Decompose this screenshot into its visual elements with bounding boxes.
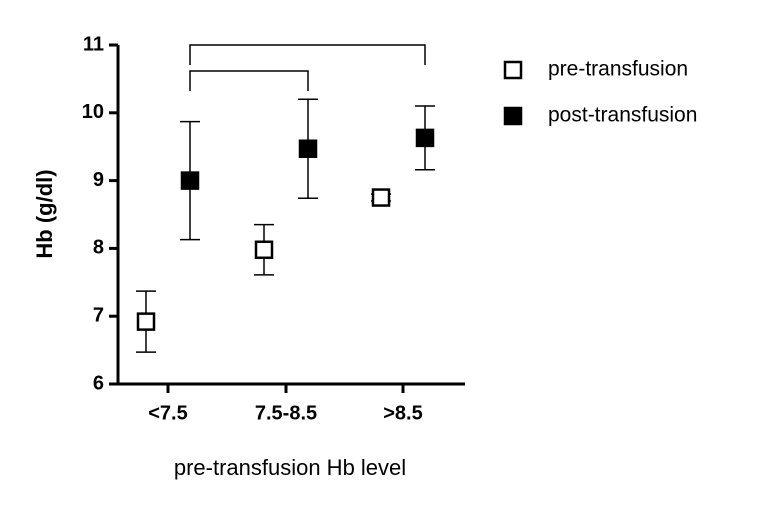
y-tick-label: 11	[83, 33, 104, 55]
legend-label: post-transfusion	[548, 104, 697, 127]
significance-bracket	[189, 70, 309, 91]
legend-marker	[503, 60, 523, 80]
x-tick-label: <7.5	[148, 402, 187, 424]
y-axis-title: Hb (g/dl)	[32, 169, 57, 258]
significance-bracket	[189, 44, 426, 65]
marker	[136, 312, 156, 331]
x-axis-title: pre-transfusion Hb level	[174, 455, 406, 480]
y-tick-label: 7	[93, 304, 104, 326]
marker	[180, 171, 200, 190]
legend-label: pre-transfusion	[548, 58, 688, 81]
y-tick-label: 6	[93, 372, 104, 394]
y-tick-label: 8	[93, 237, 104, 259]
y-tick-label: 9	[93, 169, 104, 191]
marker	[298, 139, 318, 158]
marker	[415, 128, 435, 148]
y-tick-label: 10	[82, 101, 104, 123]
marker	[254, 240, 274, 260]
legend-marker	[503, 106, 523, 126]
x-tick-label: 7.5-8.5	[255, 402, 317, 424]
x-tick-label: >8.5	[383, 402, 422, 424]
marker	[371, 188, 391, 207]
